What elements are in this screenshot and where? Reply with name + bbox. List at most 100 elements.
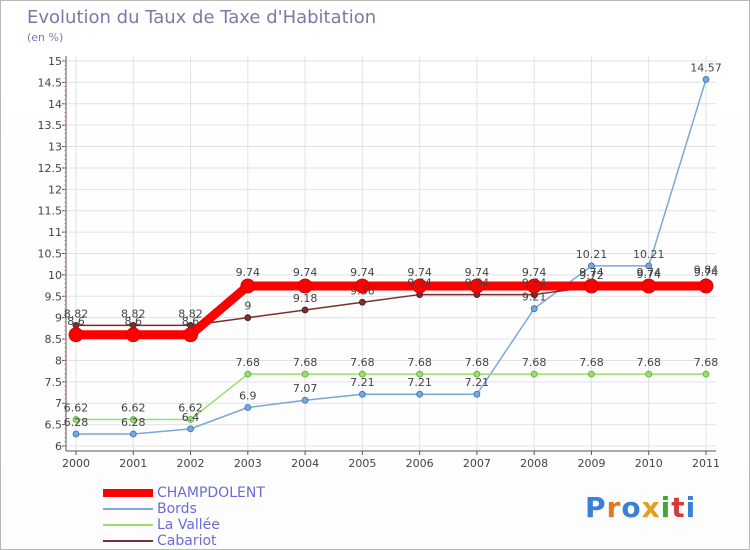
data-point-champdolent (297, 278, 313, 294)
data-label-la-vallee: 7.68 (522, 356, 547, 369)
data-point-la-vallee (473, 370, 481, 378)
data-label-la-vallee: 7.68 (407, 356, 432, 369)
data-point-bords (244, 404, 252, 411)
legend-label-cabariot: Cabariot (157, 533, 217, 549)
data-point-champdolent (469, 278, 485, 294)
data-label-champdolent: 9.74 (694, 266, 719, 279)
data-point-bords (129, 430, 137, 438)
data-point-la-vallee (187, 416, 194, 423)
data-label-la-vallee: 6.62 (64, 401, 89, 414)
y-tick-label: 7.5 (45, 376, 63, 389)
data-label-cabariot: 8.82 (178, 307, 203, 320)
x-tick-label: 2006 (406, 457, 434, 470)
x-tick-label: 2009 (577, 457, 605, 470)
chart-title: Evolution du Taux de Taxe d'Habitation (27, 7, 377, 28)
data-label-champdolent: 9.74 (465, 266, 490, 279)
data-point-champdolent (641, 278, 657, 294)
data-point-bords (358, 390, 366, 398)
data-point-la-vallee (702, 370, 710, 378)
data-label-cabariot: 9.18 (293, 292, 318, 305)
data-label-champdolent: 9.74 (350, 266, 375, 279)
data-point-la-vallee (129, 416, 137, 423)
data-label-bords: 7.21 (407, 376, 432, 389)
data-label-champdolent: 9.74 (522, 266, 547, 279)
y-tick-label: 13.5 (38, 119, 63, 132)
legend-swatch-la-vallee (103, 524, 153, 526)
y-tick-label: 11 (48, 226, 62, 239)
data-label-cabariot: 9.74 (636, 268, 661, 281)
y-tick-label: 15 (48, 55, 62, 68)
x-tick-label: 2008 (520, 457, 548, 470)
legend-swatch-champdolent (103, 489, 153, 497)
x-tick-label: 2004 (291, 457, 319, 470)
legend-label-bords: Bords (157, 501, 197, 517)
data-point-bords (301, 396, 309, 404)
data-point-la-vallee (72, 416, 80, 423)
unit-label: (en %) (27, 31, 64, 44)
y-tick-label: 8.5 (45, 333, 63, 346)
y-tick-label: 8 (55, 354, 62, 367)
legend-label-la-vallee: La Vallée (157, 517, 220, 533)
data-label-cabariot: 9.72 (579, 269, 604, 282)
y-tick-label: 13 (48, 141, 62, 154)
data-point-champdolent (698, 278, 714, 294)
data-point-bords (588, 262, 595, 270)
data-label-bords: 10.21 (633, 248, 665, 261)
data-label-la-vallee: 7.68 (293, 356, 318, 369)
data-point-cabariot (244, 314, 252, 322)
y-tick-label: 10.5 (38, 248, 63, 261)
series-line-bords (76, 79, 707, 435)
x-tick-label: 2000 (62, 457, 90, 470)
data-point-la-vallee (588, 370, 595, 378)
y-tick-label: 12 (48, 183, 62, 196)
data-label-cabariot: 9.54 (407, 277, 432, 290)
data-point-la-vallee (358, 370, 366, 378)
y-tick-label: 10 (48, 269, 62, 282)
series-line-la-vallee (76, 373, 706, 421)
data-point-la-vallee (301, 370, 309, 378)
data-point-champdolent (584, 278, 599, 294)
y-tick-label: 14 (48, 98, 62, 111)
data-label-bords: 6.9 (239, 390, 257, 403)
series-lines (68, 75, 714, 438)
data-point-la-vallee (244, 370, 252, 378)
data-label-bords: 10.21 (576, 248, 608, 261)
data-label-bords: 14.57 (690, 61, 722, 74)
data-point-bords (645, 262, 653, 270)
x-tick-label: 2010 (635, 457, 663, 470)
data-label-bords: 7.21 (350, 376, 375, 389)
legend-label-champdolent: CHAMPDOLENT (157, 485, 265, 501)
data-point-bords (530, 305, 538, 313)
data-label-cabariot: 9 (244, 300, 251, 313)
data-point-champdolent (183, 327, 198, 343)
data-label-cabariot: 9.36 (350, 284, 375, 297)
y-tick-label: 14.5 (38, 76, 63, 89)
data-label-la-vallee: 6.62 (121, 401, 146, 414)
y-tick-label: 6 (55, 440, 62, 453)
data-point-la-vallee (416, 370, 424, 378)
proxiti-logo: Proxiti (585, 491, 697, 524)
y-tick-label: 6.5 (45, 419, 63, 432)
x-tick-label: 2011 (692, 457, 720, 470)
data-label-bords: 7.21 (465, 376, 490, 389)
data-point-cabariot (358, 298, 366, 306)
data-point-cabariot (301, 306, 309, 314)
data-label-la-vallee: 7.68 (236, 356, 261, 369)
data-point-bords (187, 425, 194, 433)
data-point-champdolent (526, 278, 542, 294)
x-tick-label: 2001 (119, 457, 147, 470)
data-label-champdolent: 8.6 (182, 315, 200, 328)
x-tick-label: 2002 (177, 457, 205, 470)
x-tick-label: 2003 (234, 457, 262, 470)
data-point-bords (72, 430, 80, 438)
data-label-bords: 7.07 (293, 382, 318, 395)
y-tick-label: 9 (55, 312, 62, 325)
data-label-la-vallee: 7.68 (350, 356, 375, 369)
grid (66, 56, 716, 451)
y-tick-label: 11.5 (38, 205, 63, 218)
x-tick-label: 2007 (463, 457, 491, 470)
data-point-bords (473, 390, 481, 398)
series-line-champdolent (76, 281, 706, 340)
data-label-bords: 6.28 (121, 416, 146, 429)
